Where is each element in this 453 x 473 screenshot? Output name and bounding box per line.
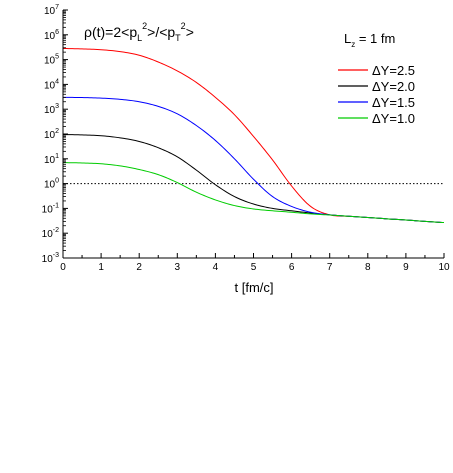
legend-title: Lz = 1 fm: [344, 31, 395, 49]
x-axis-label: t [fm/c]: [235, 280, 274, 295]
y-tick-label: 101: [44, 153, 59, 166]
x-tick-label: 8: [365, 262, 371, 273]
x-tick-label: 0: [60, 262, 66, 273]
x-tick-label: 1: [98, 262, 104, 273]
y-tick-label: 10-1: [42, 202, 59, 215]
y-tick-label: 10-3: [42, 252, 59, 265]
formula-annotation: ρ(t)=2<pL2>/<pT2>: [84, 21, 194, 43]
x-tick-label: 3: [175, 262, 181, 273]
y-tick-label: 104: [44, 78, 59, 91]
y-tick-label: 105: [44, 54, 59, 67]
x-tick-label: 10: [438, 262, 450, 273]
y-tick-label: 102: [44, 128, 59, 141]
legend-label-4: ΔY=1.0: [372, 111, 415, 126]
x-tick-label: 6: [289, 262, 295, 273]
x-tick-label: 4: [213, 262, 219, 273]
y-tick-label: 103: [44, 103, 59, 116]
x-tick-label: 7: [327, 262, 333, 273]
series-line-4: [62, 162, 445, 223]
x-tick-label: 5: [251, 262, 257, 273]
y-tick-label: 10-2: [42, 227, 59, 240]
x-tick-label: 9: [403, 262, 409, 273]
y-tick-label: 107: [44, 4, 59, 17]
legend-label-1: ΔY=2.5: [372, 63, 415, 78]
legend-label-2: ΔY=2.0: [372, 79, 415, 94]
legend-label-3: ΔY=1.5: [372, 95, 415, 110]
legend: ΔY=2.5ΔY=2.0ΔY=1.5ΔY=1.0: [338, 63, 415, 126]
y-tick-label: 100: [44, 178, 59, 191]
x-tick-label: 2: [136, 262, 142, 273]
y-tick-label: 106: [44, 29, 59, 42]
